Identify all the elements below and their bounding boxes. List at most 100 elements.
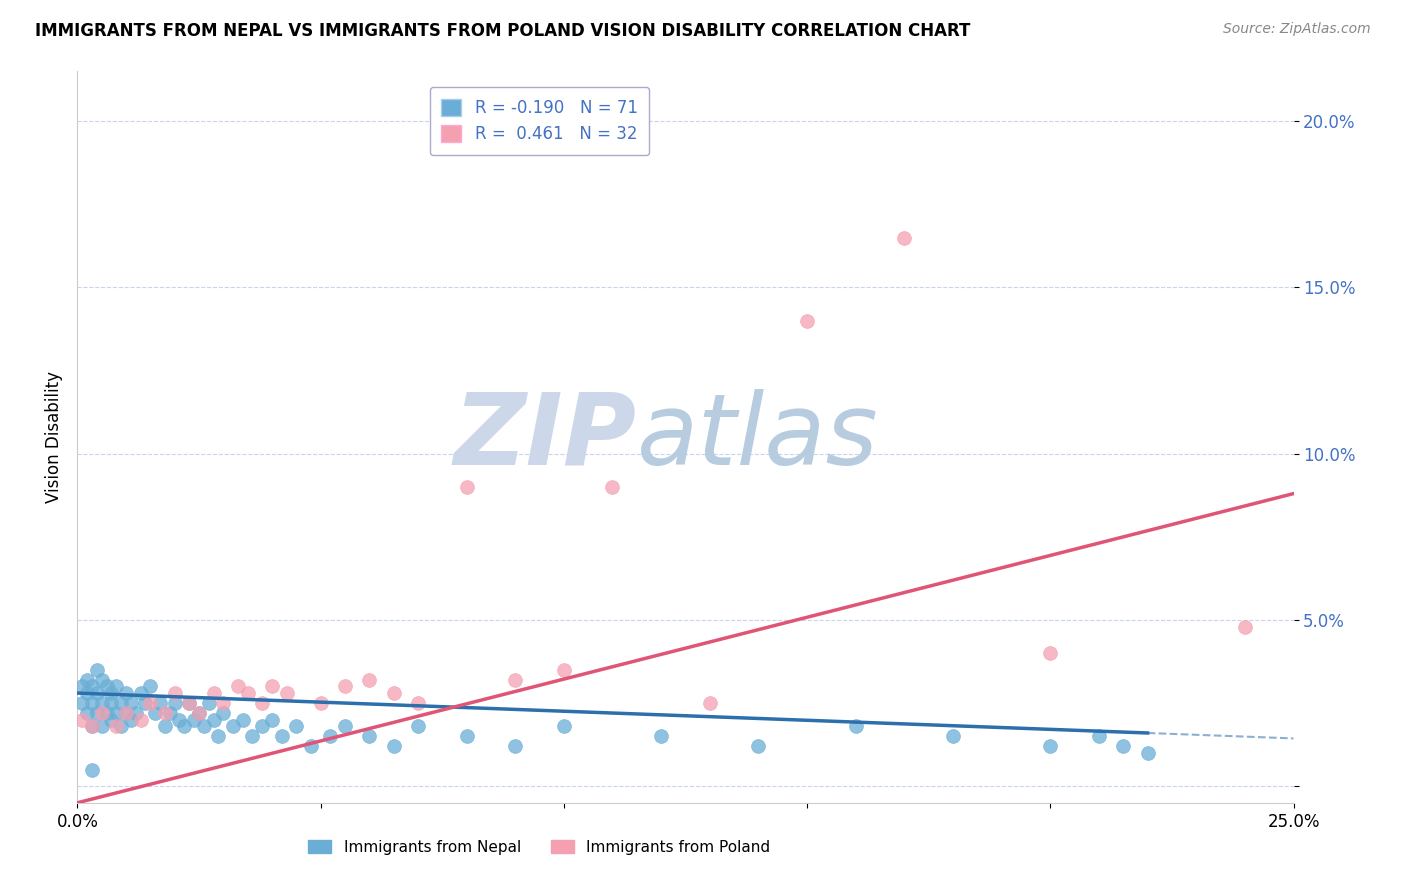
- Point: [163, 686, 186, 700]
- Point: [80, 763, 103, 777]
- Point: [153, 719, 176, 733]
- Point: [115, 686, 138, 700]
- Point: [100, 713, 122, 727]
- Point: [86, 706, 108, 720]
- Point: [1039, 646, 1062, 660]
- Point: [333, 719, 356, 733]
- Point: [70, 680, 93, 694]
- Point: [96, 680, 118, 694]
- Point: [100, 696, 122, 710]
- Point: [197, 696, 219, 710]
- Point: [193, 719, 215, 733]
- Point: [456, 729, 478, 743]
- Point: [503, 673, 526, 687]
- Point: [285, 719, 308, 733]
- Point: [845, 719, 868, 733]
- Point: [319, 729, 342, 743]
- Point: [188, 706, 211, 720]
- Text: ZIP: ZIP: [454, 389, 637, 485]
- Point: [105, 706, 128, 720]
- Point: [80, 680, 103, 694]
- Point: [139, 680, 162, 694]
- Point: [270, 729, 292, 743]
- Point: [359, 673, 381, 687]
- Point: [110, 696, 132, 710]
- Point: [115, 706, 138, 720]
- Point: [129, 713, 152, 727]
- Point: [70, 696, 93, 710]
- Point: [100, 686, 122, 700]
- Point: [139, 696, 162, 710]
- Point: [86, 686, 108, 700]
- Point: [1136, 746, 1159, 760]
- Point: [1039, 739, 1062, 754]
- Point: [503, 739, 526, 754]
- Point: [159, 706, 181, 720]
- Point: [602, 480, 624, 494]
- Point: [309, 696, 332, 710]
- Point: [260, 713, 283, 727]
- Point: [333, 680, 356, 694]
- Point: [86, 663, 108, 677]
- Point: [80, 719, 103, 733]
- Text: IMMIGRANTS FROM NEPAL VS IMMIGRANTS FROM POLAND VISION DISABILITY CORRELATION CH: IMMIGRANTS FROM NEPAL VS IMMIGRANTS FROM…: [35, 22, 970, 40]
- Point: [1112, 739, 1135, 754]
- Point: [893, 230, 915, 244]
- Point: [250, 696, 273, 710]
- Point: [115, 706, 138, 720]
- Point: [553, 719, 575, 733]
- Text: atlas: atlas: [637, 389, 879, 485]
- Text: Source: ZipAtlas.com: Source: ZipAtlas.com: [1223, 22, 1371, 37]
- Point: [232, 713, 254, 727]
- Point: [163, 696, 186, 710]
- Point: [76, 673, 98, 687]
- Legend: Immigrants from Nepal, Immigrants from Poland: Immigrants from Nepal, Immigrants from P…: [302, 834, 776, 861]
- Point: [90, 706, 112, 720]
- Point: [90, 719, 112, 733]
- Point: [76, 706, 98, 720]
- Point: [90, 696, 112, 710]
- Point: [179, 696, 201, 710]
- Point: [96, 706, 118, 720]
- Point: [110, 719, 132, 733]
- Point: [70, 713, 93, 727]
- Point: [236, 686, 259, 700]
- Point: [125, 706, 148, 720]
- Point: [1088, 729, 1111, 743]
- Y-axis label: Vision Disability: Vision Disability: [45, 371, 63, 503]
- Point: [260, 680, 283, 694]
- Point: [747, 739, 769, 754]
- Point: [129, 686, 152, 700]
- Point: [80, 696, 103, 710]
- Point: [650, 729, 672, 743]
- Point: [207, 729, 229, 743]
- Point: [553, 663, 575, 677]
- Point: [406, 719, 429, 733]
- Point: [134, 696, 156, 710]
- Point: [153, 706, 176, 720]
- Point: [202, 686, 225, 700]
- Point: [90, 673, 112, 687]
- Point: [76, 686, 98, 700]
- Point: [1233, 619, 1256, 633]
- Point: [226, 680, 249, 694]
- Point: [183, 713, 205, 727]
- Point: [222, 719, 245, 733]
- Point: [796, 314, 818, 328]
- Point: [382, 686, 405, 700]
- Point: [242, 729, 264, 743]
- Point: [169, 713, 191, 727]
- Point: [202, 713, 225, 727]
- Point: [212, 706, 235, 720]
- Point: [699, 696, 721, 710]
- Point: [105, 719, 128, 733]
- Point: [188, 706, 211, 720]
- Point: [143, 706, 166, 720]
- Point: [105, 680, 128, 694]
- Point: [250, 719, 273, 733]
- Point: [359, 729, 381, 743]
- Point: [173, 719, 195, 733]
- Point: [382, 739, 405, 754]
- Point: [212, 696, 235, 710]
- Point: [149, 696, 172, 710]
